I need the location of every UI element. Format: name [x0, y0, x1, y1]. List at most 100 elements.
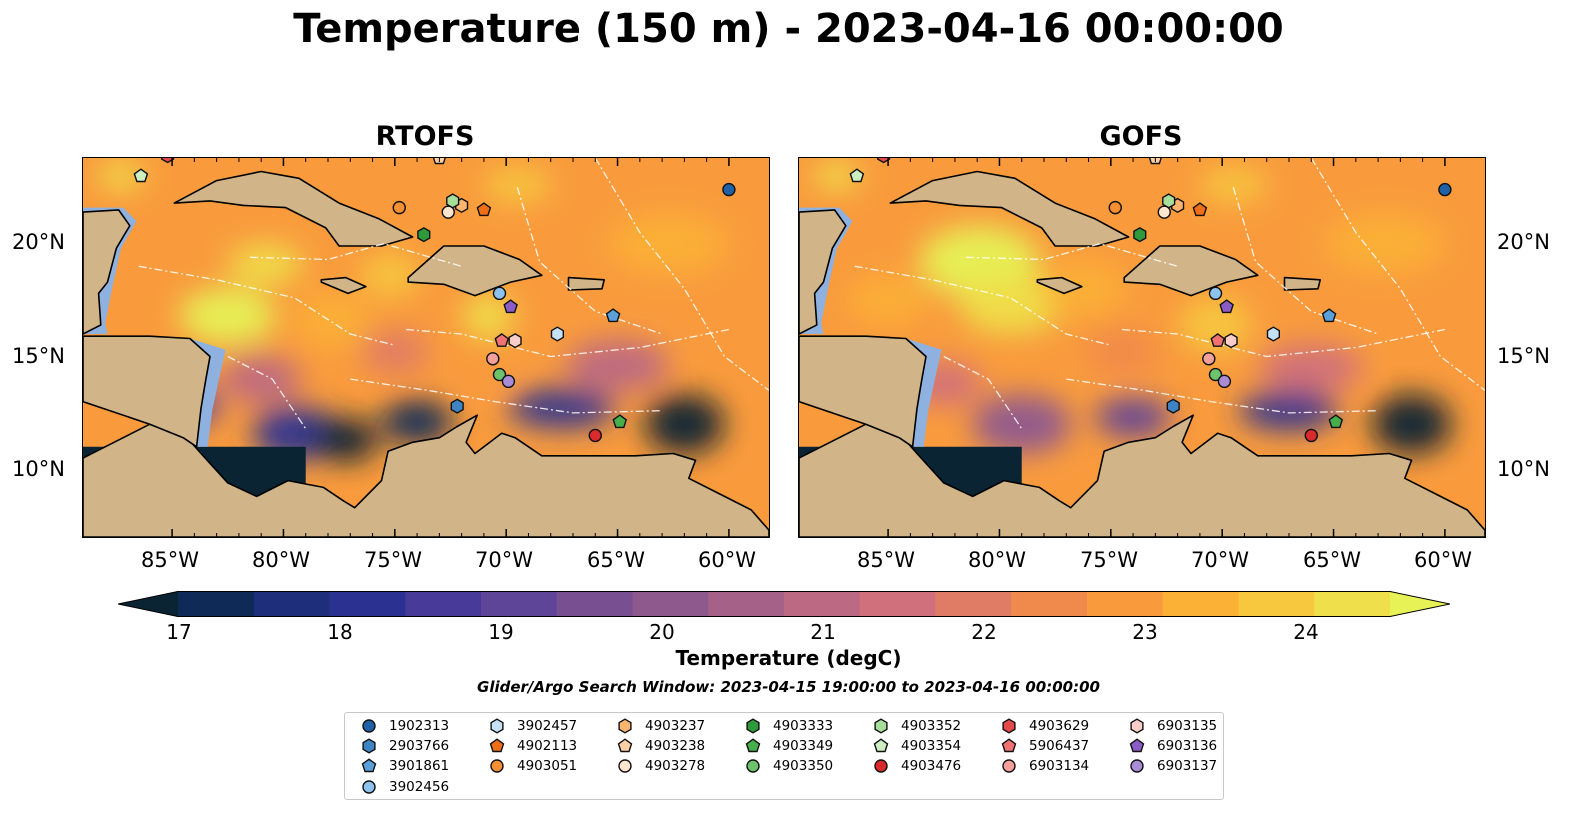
float-marker-4903278 — [441, 205, 455, 219]
eez-boundary-line — [1066, 378, 1379, 414]
cuba-land — [889, 170, 1130, 247]
lat-label-20n-left: 20°N — [12, 230, 65, 254]
float-marker-3902457 — [550, 326, 564, 342]
float-marker-4902113 — [1192, 202, 1208, 217]
colorbar-segment — [784, 591, 861, 617]
legend-marker-icon — [1130, 759, 1144, 773]
temperature-eddy-rtofs — [644, 394, 725, 455]
temperature-eddy-rtofs — [313, 417, 378, 462]
legend-label: 4903629 — [1029, 718, 1090, 734]
colorbar-segment — [632, 591, 709, 617]
lon-label-75w-gofs: 75°W — [1080, 548, 1138, 572]
colorbar-segment — [1087, 591, 1164, 617]
float-marker-4903350 — [492, 367, 507, 382]
legend-label: 1902313 — [389, 718, 450, 734]
temperature-eddy-gofs — [1199, 167, 1268, 204]
float-marker-5906437 — [494, 333, 510, 347]
colorbar-segment — [708, 591, 785, 617]
legend-marker-icon — [1001, 738, 1017, 753]
colorbar-segment — [329, 591, 406, 617]
legend-entry-4903278: 4903278 — [617, 756, 705, 776]
legend-marker-circle — [362, 780, 376, 794]
temperature-eddy-gofs — [1371, 394, 1452, 455]
float-marker-4903352 — [446, 193, 460, 209]
float-marker-5906437 — [1210, 333, 1226, 347]
float-marker-1902313 — [1438, 182, 1452, 197]
legend-entry-4903238: 4903238 — [617, 736, 705, 756]
colorbar — [118, 591, 1450, 617]
legend-marker-icon — [618, 759, 632, 773]
lat-label-10n-left: 10°N — [12, 457, 65, 481]
colorbar-label: Temperature (degC) — [675, 646, 902, 670]
legend-entry-3902457: 3902457 — [489, 716, 577, 736]
legend-label: 4903350 — [773, 758, 834, 774]
jamaica-land — [320, 276, 367, 295]
float-marker-4903349 — [612, 414, 628, 429]
legend-label: 4903352 — [901, 718, 962, 734]
temperature-eddy-gofs — [848, 276, 929, 325]
legend-marker-icon — [490, 759, 504, 773]
legend-marker-pentagon — [1001, 738, 1017, 753]
south-america-land — [799, 414, 1485, 537]
legend-entry-4902113: 4902113 — [489, 736, 577, 756]
legend-label: 4903237 — [645, 718, 706, 734]
legend-marker-icon — [361, 758, 377, 773]
cuba-land — [173, 170, 414, 247]
temperature-eddy-rtofs — [227, 244, 304, 285]
legend-entry-4903051: 4903051 — [489, 756, 577, 776]
legend-entry-2903766: 2903766 — [361, 736, 449, 756]
legend-marker-circle — [874, 759, 888, 773]
map-panel-gofs[interactable] — [798, 157, 1486, 538]
jamaica-land — [1036, 276, 1083, 295]
lon-label-80w-rtofs: 80°W — [252, 548, 310, 572]
legend-marker-hexagon — [874, 718, 888, 734]
lon-label-85w-rtofs: 85°W — [141, 548, 199, 572]
hispaniola-land — [1123, 245, 1259, 297]
yucatan-land — [799, 209, 847, 335]
legend-label: 3902457 — [517, 718, 578, 734]
legend-label: 4903349 — [773, 738, 834, 754]
map-panel-rtofs[interactable] — [82, 157, 770, 538]
colorbar-tick-17: 17 — [166, 620, 192, 644]
temperature-eddy-rtofs — [360, 253, 421, 298]
lon-label-65w-gofs: 65°W — [1303, 548, 1361, 572]
legend-marker-hexagon — [1002, 718, 1016, 734]
legend-entry-1902313: 1902313 — [361, 716, 449, 736]
map-svg-gofs — [799, 158, 1485, 537]
legend-label: 3901861 — [389, 758, 450, 774]
mosquito-shelf — [905, 338, 942, 447]
colorbar-segment — [1011, 591, 1088, 617]
legend-marker-icon — [617, 738, 633, 753]
colorbar-outline — [118, 591, 1450, 617]
float-marker-6903134 — [1202, 352, 1216, 366]
temperature-eddy-rtofs — [360, 330, 429, 375]
panel-title-gofs: GOFS — [1099, 121, 1183, 152]
float-marker-6903137 — [501, 374, 516, 389]
legend-marker-pentagon — [617, 738, 633, 753]
legend-marker-icon — [874, 759, 888, 773]
legend-entry-4903354: 4903354 — [873, 736, 961, 756]
float-marker-2903766 — [450, 398, 464, 414]
colorbar-segment — [1162, 591, 1240, 617]
search-window-caption: Glider/Argo Search Window: 2023-04-15 19… — [477, 678, 1100, 696]
legend-marker-icon — [746, 759, 760, 773]
legend-entry-6903134: 6903134 — [1001, 756, 1089, 776]
eez-boundary-line — [516, 187, 663, 335]
eez-boundary-line — [965, 243, 1178, 267]
eez-boundary-line — [943, 355, 1023, 430]
legend-marker-icon — [618, 718, 632, 734]
panel-title-rtofs: RTOFS — [375, 121, 475, 152]
eez-boundary-line — [1121, 328, 1446, 358]
temperature-eddy-rtofs — [294, 292, 371, 349]
eez-boundary-line — [854, 265, 1111, 346]
legend-entry-6903137: 6903137 — [1129, 756, 1217, 776]
legend-entry-5906437: 5906437 — [1001, 736, 1089, 756]
colorbar-extend-min — [118, 591, 178, 617]
temperature-eddy-gofs — [1095, 397, 1172, 438]
float-marker-4903354 — [133, 168, 149, 183]
temperature-eddy-gofs — [958, 274, 1063, 335]
temperature-eddy-gofs — [1042, 260, 1127, 317]
eez-boundary-line — [227, 355, 307, 430]
float-marker-6903136 — [503, 299, 518, 314]
colorbar-tick-18: 18 — [327, 620, 353, 644]
